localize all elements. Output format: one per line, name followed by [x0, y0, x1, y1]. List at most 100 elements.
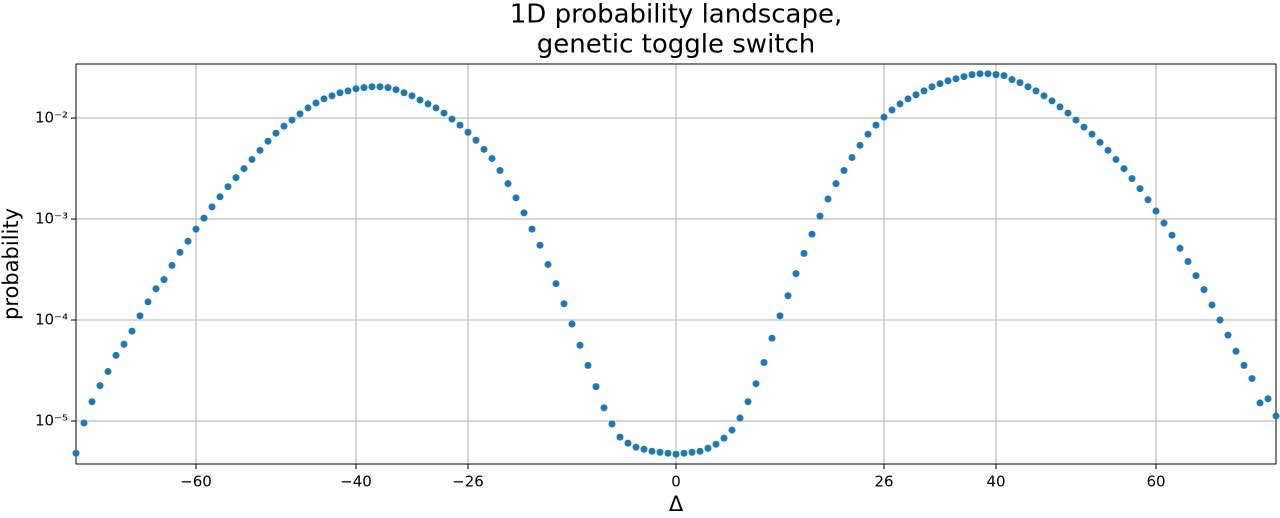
data-point: [1000, 72, 1008, 80]
data-point: [880, 113, 888, 121]
data-point: [624, 439, 632, 447]
data-point: [976, 70, 984, 78]
data-point: [128, 327, 136, 335]
y-axis-label: probability: [0, 208, 23, 320]
data-point: [744, 398, 752, 406]
data-point: [152, 285, 160, 293]
data-point: [824, 195, 832, 203]
data-point: [304, 104, 312, 112]
data-point: [1016, 79, 1024, 87]
data-point: [392, 86, 400, 94]
data-point: [984, 70, 992, 78]
data-point: [192, 225, 200, 233]
data-point: [328, 92, 336, 100]
data-point: [584, 361, 592, 369]
y-tick-label: 10⁻³: [35, 210, 68, 228]
data-point: [592, 383, 600, 391]
data-point: [400, 89, 408, 97]
data-point: [1248, 375, 1256, 383]
data-point: [568, 320, 576, 328]
data-point: [336, 89, 344, 97]
data-point: [760, 358, 768, 366]
data-point: [688, 448, 696, 456]
data-point: [608, 420, 616, 428]
data-point: [536, 241, 544, 249]
data-point: [960, 73, 968, 81]
data-point: [176, 248, 184, 256]
data-point: [224, 183, 232, 191]
data-point: [208, 203, 216, 211]
data-point: [408, 92, 416, 100]
data-point: [784, 292, 792, 300]
data-point: [1080, 123, 1088, 131]
data-point: [792, 270, 800, 278]
data-point: [456, 121, 464, 129]
data-point: [416, 96, 424, 104]
x-tick-label: −40: [340, 473, 372, 491]
data-point: [504, 180, 512, 188]
data-point: [264, 137, 272, 145]
data-point: [856, 141, 864, 149]
data-point: [312, 99, 320, 107]
data-point: [448, 115, 456, 123]
data-point: [1104, 146, 1112, 154]
data-point: [1096, 138, 1104, 146]
data-point: [664, 449, 672, 457]
x-tick-label: −26: [452, 473, 484, 491]
plot-area: [76, 64, 1276, 464]
data-point: [808, 230, 816, 238]
data-point: [680, 449, 688, 457]
data-point: [616, 433, 624, 441]
data-point: [1240, 361, 1248, 369]
data-point: [248, 155, 256, 163]
data-point: [768, 334, 776, 342]
data-point: [1040, 92, 1048, 100]
data-point: [576, 341, 584, 349]
data-point: [136, 312, 144, 320]
data-point: [1024, 83, 1032, 91]
data-point: [496, 167, 504, 175]
data-point: [464, 128, 472, 136]
data-point: [1256, 399, 1264, 407]
data-point: [552, 280, 560, 288]
data-point: [544, 260, 552, 268]
data-point: [560, 300, 568, 308]
data-point: [920, 87, 928, 95]
y-tick-label: 10⁻⁵: [35, 411, 68, 429]
data-point: [944, 77, 952, 85]
data-point: [232, 174, 240, 182]
data-point: [888, 106, 896, 114]
data-point: [440, 109, 448, 117]
x-tick-label: 0: [671, 473, 681, 491]
data-point: [1264, 395, 1272, 403]
data-point: [1008, 76, 1016, 84]
data-point: [1152, 207, 1160, 215]
y-tick-label: 10⁻⁴: [35, 311, 68, 329]
data-point: [1112, 155, 1120, 163]
data-point: [240, 165, 248, 173]
data-point: [96, 382, 104, 390]
data-point: [656, 448, 664, 456]
data-point: [928, 83, 936, 91]
data-point: [1216, 316, 1224, 324]
data-point: [280, 122, 288, 130]
data-point: [648, 447, 656, 455]
data-point: [816, 212, 824, 220]
data-point: [488, 154, 496, 162]
data-point: [1144, 196, 1152, 204]
data-point: [704, 444, 712, 452]
data-point: [216, 193, 224, 201]
data-point: [936, 80, 944, 88]
chart-title: 1D probability landscape,: [510, 0, 843, 30]
data-point: [432, 104, 440, 112]
data-point: [296, 110, 304, 118]
data-point: [1184, 257, 1192, 265]
data-point: [1208, 301, 1216, 309]
data-point: [368, 83, 376, 91]
data-point: [80, 419, 88, 427]
data-point: [968, 71, 976, 79]
data-point: [672, 450, 680, 458]
data-point: [160, 276, 168, 284]
data-point: [912, 91, 920, 99]
data-point: [200, 214, 208, 222]
